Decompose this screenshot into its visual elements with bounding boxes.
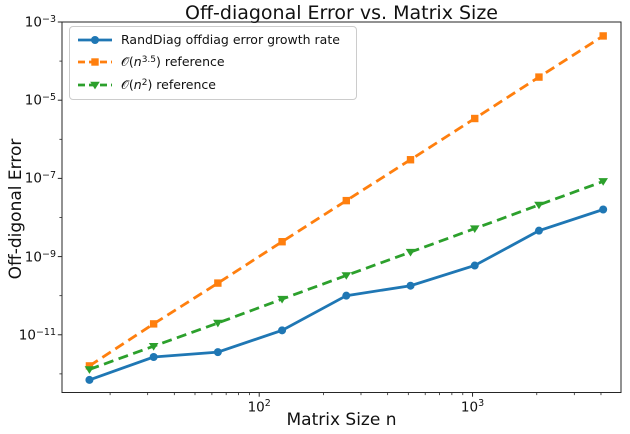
marker-circle [278,326,287,335]
marker-square [599,32,607,40]
marker-triangle-down [148,343,159,351]
marker-triangle-down [277,295,287,304]
legend-item-randdiag-error: RandDiag offdiag error growth rate [77,32,356,47]
legend-label: 𝒪(n3.5) reference [121,54,225,70]
marker-square [535,73,543,81]
marker-circle [85,375,94,384]
marker-triangle-down [469,225,480,233]
marker-triangle-down [405,248,416,257]
marker-square [278,238,286,246]
legend: RandDiag offdiag error growth rate 𝒪(n3.5… [69,26,357,100]
marker-circle [470,261,479,270]
marker-triangle-down [534,201,544,210]
marker-square [342,196,351,205]
marker-square [214,279,222,287]
marker-square [85,362,94,370]
x-axis-label: Matrix Size n [286,410,397,430]
marker-circle [599,205,608,214]
marker-circle [213,348,222,357]
legend-sample-triangle-down-icon [78,82,112,90]
legend-item-n2-reference: 𝒪(n2) reference [77,77,356,93]
legend-sample-square-icon [78,58,112,67]
legend-label: 𝒪(n2) reference [121,77,216,93]
marker-square [406,156,415,164]
legend-item-n35-reference: 𝒪(n3.5) reference [77,54,356,70]
marker-square [149,320,158,328]
marker-circle [534,226,543,235]
y-axis-label: Off-digonal Error [6,138,26,280]
marker-square [471,114,479,123]
axes-spines [61,21,622,393]
marker-triangle-down [213,319,223,328]
marker-circle [342,291,351,300]
series-line-n2-reference [88,180,604,371]
marker-triangle-down [341,272,352,280]
legend-sample-circle-icon [78,35,112,44]
marker-triangle-down [598,178,608,186]
marker-circle [149,353,158,362]
chart-title: Off-diagonal Error vs. Matrix Size [184,2,498,24]
series-line-n35-reference [88,34,604,368]
marker-circle [406,281,415,290]
marker-triangle-down [84,366,95,374]
legend-label: RandDiag offdiag error growth rate [121,32,340,48]
